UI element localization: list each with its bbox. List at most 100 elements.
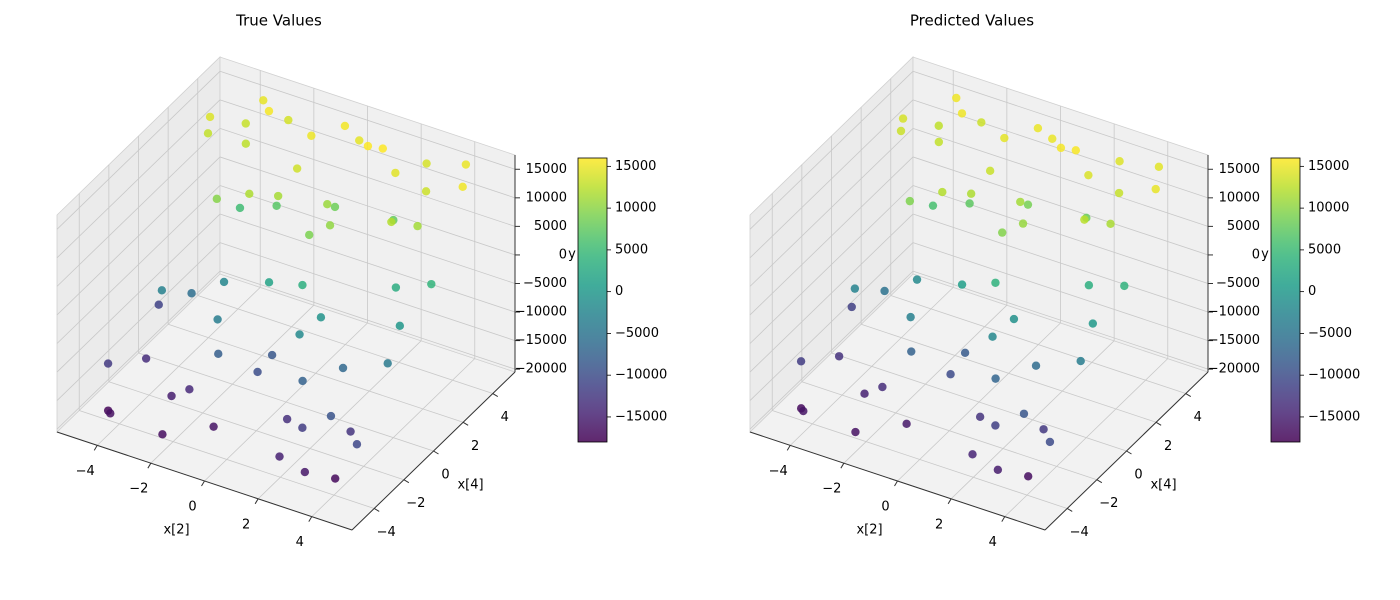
point xyxy=(965,199,974,208)
point xyxy=(1009,314,1019,324)
tick-mark xyxy=(947,498,952,505)
y-tick-label: 0 xyxy=(441,468,449,483)
x-tick-label: 2 xyxy=(935,517,943,532)
grid-line xyxy=(219,185,516,284)
tick-mark xyxy=(786,445,791,451)
point xyxy=(991,421,1000,430)
grid-line xyxy=(749,242,914,401)
grid-line xyxy=(749,128,914,287)
point xyxy=(1080,215,1089,224)
y-axis-label: x[4] xyxy=(1150,478,1176,493)
point xyxy=(213,315,222,324)
grid-line xyxy=(56,185,221,344)
point xyxy=(850,284,860,293)
tick-mark xyxy=(403,479,410,484)
z-tick-label: −5000 xyxy=(523,276,567,291)
point xyxy=(847,302,856,312)
point xyxy=(141,354,151,363)
grid-line xyxy=(912,242,1209,341)
tick-mark xyxy=(433,450,439,455)
z-tick-label: 5000 xyxy=(534,219,567,234)
point xyxy=(331,474,340,483)
grid-line xyxy=(138,352,434,452)
point xyxy=(305,230,314,240)
point xyxy=(298,376,307,386)
point xyxy=(338,363,348,373)
y-tick-label: 2 xyxy=(1164,439,1172,454)
point xyxy=(946,370,955,379)
grid-line xyxy=(219,213,516,313)
point xyxy=(985,166,995,176)
grid-line xyxy=(79,410,375,509)
point xyxy=(395,321,405,331)
point xyxy=(273,191,283,201)
point xyxy=(316,313,326,322)
point xyxy=(422,159,431,168)
grid-line xyxy=(831,352,1127,452)
point xyxy=(245,189,254,198)
point xyxy=(458,182,467,192)
chart-title: Predicted Values xyxy=(910,12,1034,30)
tick-mark xyxy=(373,508,380,512)
point xyxy=(387,217,396,227)
grid-line xyxy=(56,242,221,401)
point xyxy=(103,359,113,368)
y-tick-label: −2 xyxy=(406,496,425,511)
point xyxy=(295,330,304,339)
tick-mark xyxy=(1155,421,1162,426)
point xyxy=(391,168,400,178)
grid-line xyxy=(219,156,516,256)
grid-line xyxy=(749,270,914,430)
point xyxy=(330,202,340,212)
point xyxy=(1033,124,1043,133)
x-tick-label: 4 xyxy=(989,535,997,550)
tick-mark xyxy=(254,498,259,505)
grid-line xyxy=(56,99,221,259)
tick-mark xyxy=(1126,450,1132,455)
point xyxy=(300,467,310,477)
grid-line xyxy=(912,128,1209,227)
point xyxy=(1016,197,1025,207)
z-tick-label: 0 xyxy=(559,247,567,262)
x-axis-label: x[2] xyxy=(163,523,189,538)
colorbar xyxy=(577,157,608,443)
point xyxy=(902,419,911,429)
point xyxy=(952,93,961,103)
point xyxy=(1019,409,1029,418)
z-tick-label: −20000 xyxy=(515,362,567,377)
point xyxy=(413,221,422,231)
point xyxy=(205,112,215,122)
point xyxy=(851,427,860,437)
point xyxy=(1031,361,1041,370)
grid-line xyxy=(749,185,914,344)
point xyxy=(1039,425,1048,434)
point xyxy=(264,106,274,116)
grid-line xyxy=(749,156,914,316)
z-tick-label: −5000 xyxy=(1216,276,1260,291)
point xyxy=(323,199,332,209)
point xyxy=(298,423,307,432)
grid-line xyxy=(861,323,1157,423)
grid-line xyxy=(801,381,1097,481)
point xyxy=(1084,281,1094,290)
z-tick-label: 5000 xyxy=(1227,219,1260,234)
z-tick-label: −20000 xyxy=(1208,362,1260,377)
point xyxy=(960,348,970,357)
point xyxy=(391,283,401,292)
point xyxy=(326,411,336,421)
point xyxy=(272,201,281,210)
point xyxy=(352,440,362,449)
tick-mark xyxy=(894,480,898,487)
point xyxy=(219,277,229,287)
point xyxy=(906,312,915,322)
point xyxy=(1045,437,1055,447)
y-tick-label: 4 xyxy=(1194,410,1202,425)
point xyxy=(214,349,223,359)
x-tick-label: −2 xyxy=(822,482,841,497)
point xyxy=(241,119,250,128)
y-tick-label: 2 xyxy=(471,439,479,454)
tick-mark xyxy=(840,462,845,469)
grid-line xyxy=(108,381,404,481)
point xyxy=(212,194,222,204)
grid-line xyxy=(197,295,493,394)
